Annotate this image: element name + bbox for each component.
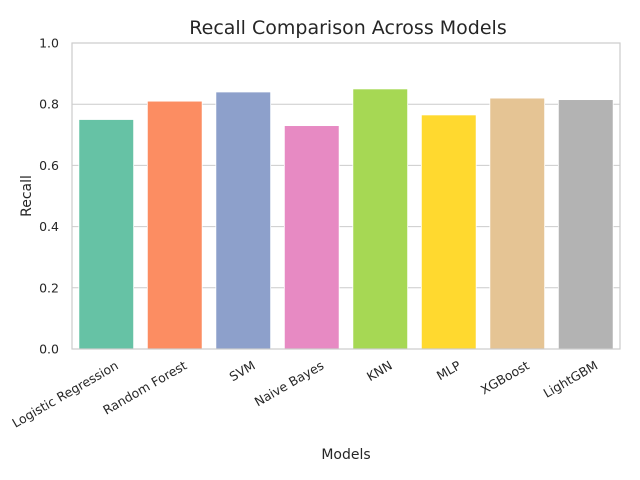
y-tick-label: 0.4 <box>39 219 59 234</box>
bar-lightgbm <box>557 99 614 350</box>
y-tick-labels: 0.0 0.2 0.4 0.6 0.8 1.0 <box>39 36 59 357</box>
bar-svm <box>215 91 272 350</box>
y-tick-label: 0.0 <box>39 342 59 357</box>
x-tick-label: Naive Bayes <box>252 358 327 410</box>
bar-mlp <box>420 114 477 350</box>
y-tick-label: 0.8 <box>39 97 59 112</box>
x-axis-label: Models <box>321 447 370 463</box>
x-tick-label: SVM <box>227 358 258 385</box>
bar-naive-bayes <box>283 125 340 350</box>
x-tick-label: KNN <box>364 358 395 384</box>
bar-knn <box>352 88 409 350</box>
y-tick-label: 0.6 <box>39 158 59 173</box>
bars <box>78 88 614 350</box>
bar-random-forest <box>146 100 203 350</box>
x-tick-label: MLP <box>434 357 464 383</box>
x-tick-label: XGBoost <box>478 358 532 398</box>
y-tick-label: 1.0 <box>39 36 59 51</box>
y-axis-label: Recall <box>19 175 35 217</box>
bar-xgboost <box>489 97 546 350</box>
x-tick-label: Logistic Regression <box>9 358 120 431</box>
plot-frame <box>71 42 621 350</box>
chart-title: Recall Comparison Across Models <box>189 17 506 39</box>
x-tick-label: LightGBM <box>541 358 601 401</box>
y-tick-label: 0.2 <box>39 280 59 295</box>
bar-logistic-regression <box>78 119 135 350</box>
